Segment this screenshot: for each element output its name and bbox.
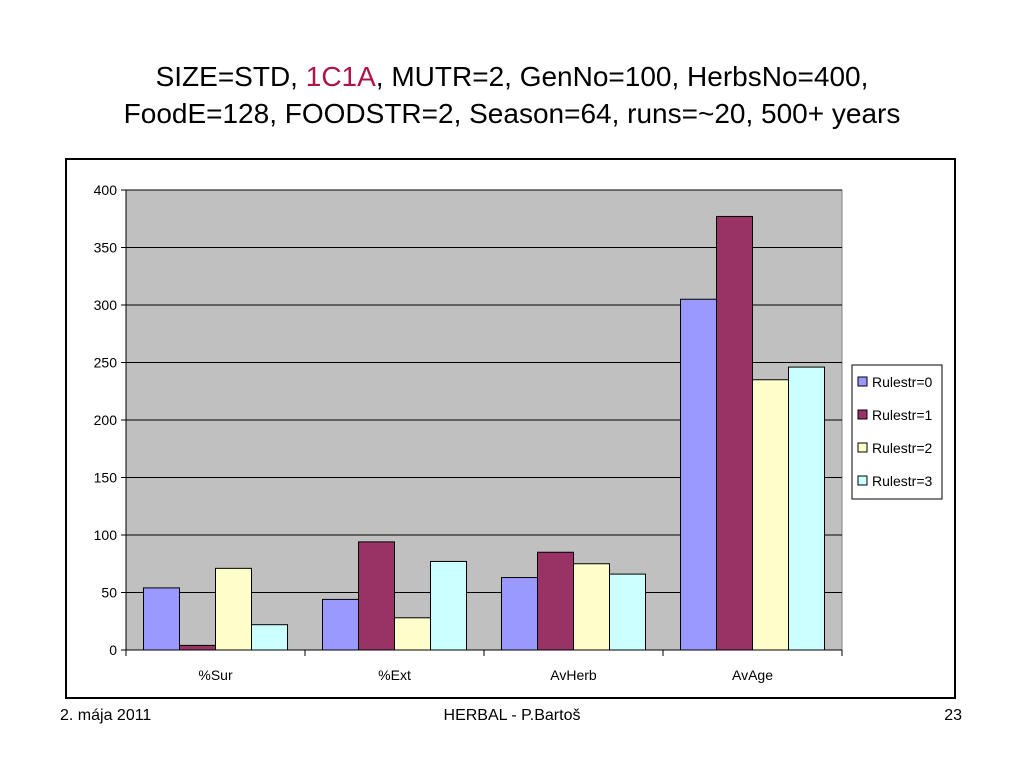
title-line-1: SIZE=STD, 1C1A, MUTR=2, GenNo=100, Herbs… bbox=[0, 58, 1024, 95]
footer-author: HERBAL - P.Bartoš bbox=[443, 707, 581, 724]
bar-pct-ext-rulestr-0 bbox=[322, 598, 359, 651]
bar-pct-sur-rulestr-0 bbox=[143, 587, 180, 651]
slide-title: SIZE=STD, 1C1A, MUTR=2, GenNo=100, Herbs… bbox=[0, 58, 1024, 132]
bar-pct-sur-rulestr-1 bbox=[179, 644, 216, 651]
bar-pct-ext-rulestr-2 bbox=[394, 617, 431, 651]
title-line-2: FoodE=128, FOODSTR=2, Season=64, runs=~2… bbox=[123, 98, 901, 129]
legend-swatch bbox=[857, 409, 868, 420]
legend-swatch bbox=[857, 475, 868, 486]
legend-label: Rulestr=2 bbox=[872, 440, 933, 456]
page-number: 23 bbox=[944, 707, 962, 724]
title-suffix: , MUTR=2, GenNo=100, HerbsNo=400, bbox=[375, 61, 869, 92]
y-tick-label: 0 bbox=[109, 642, 117, 658]
title-accent: 1C1A bbox=[305, 61, 376, 92]
x-tick-label: %Sur bbox=[198, 667, 233, 683]
bar-avherb-rulestr-3 bbox=[609, 573, 646, 651]
bar-avage-rulestr-2 bbox=[752, 379, 789, 651]
legend-swatch bbox=[857, 376, 868, 387]
footer-date: 2. mája 2011 bbox=[60, 707, 152, 724]
y-tick-label: 100 bbox=[94, 527, 118, 543]
bar-avage-rulestr-3 bbox=[788, 366, 825, 651]
bar-chart: 0 50 100 150 200 250 300 350 400 %Sur %Ext AvHerb Av… bbox=[94, 182, 943, 683]
bar-avherb-rulestr-1 bbox=[537, 551, 574, 651]
title-prefix: SIZE=STD, bbox=[155, 61, 306, 92]
bar-pct-sur-rulestr-2 bbox=[215, 567, 252, 651]
legend-label: Rulestr=1 bbox=[872, 407, 933, 423]
x-tick-label: AvHerb bbox=[550, 667, 597, 683]
bar-pct-sur-rulestr-3 bbox=[251, 624, 288, 651]
x-tick-label: AvAge bbox=[732, 667, 773, 683]
y-tick-label: 350 bbox=[94, 240, 118, 256]
legend-label: Rulestr=0 bbox=[872, 374, 933, 390]
x-tick-label: %Ext bbox=[378, 667, 411, 683]
y-tick-label: 150 bbox=[94, 470, 118, 486]
bar-avage-rulestr-1 bbox=[716, 215, 753, 651]
y-tick-label: 400 bbox=[94, 182, 118, 198]
bar-avage-rulestr-0 bbox=[680, 298, 717, 651]
y-tick-label: 200 bbox=[94, 412, 118, 428]
bar-avherb-rulestr-2 bbox=[573, 563, 610, 651]
y-tick-label: 50 bbox=[101, 585, 117, 601]
legend-swatch bbox=[857, 442, 868, 453]
y-tick-label: 300 bbox=[94, 297, 118, 313]
chart-frame: 0 50 100 150 200 250 300 350 400 %Sur %Ext AvHerb Av… bbox=[65, 158, 956, 699]
bar-pct-ext-rulestr-1 bbox=[358, 541, 395, 651]
legend-label: Rulestr=3 bbox=[872, 473, 933, 489]
bar-pct-ext-rulestr-3 bbox=[430, 560, 467, 651]
bar-avherb-rulestr-0 bbox=[501, 577, 538, 651]
y-tick-label: 250 bbox=[94, 355, 118, 371]
